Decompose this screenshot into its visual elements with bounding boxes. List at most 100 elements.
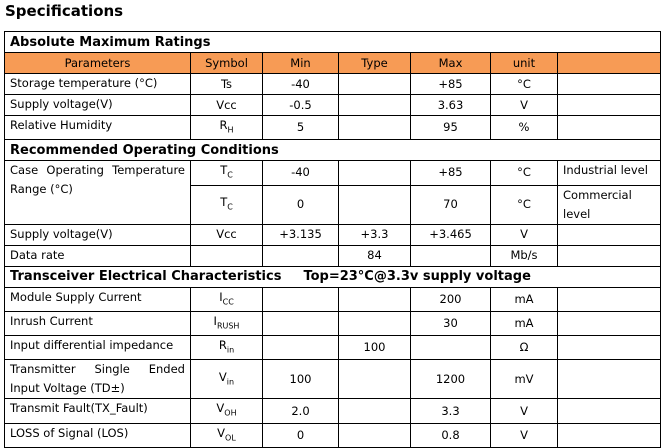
min-text: 0 (296, 197, 305, 212)
min-cell: -40 (262, 73, 339, 95)
unit-text: % (518, 120, 530, 135)
unit-cell: °C (490, 73, 558, 95)
section-title-text: Absolute Maximum Ratings (10, 34, 211, 50)
unit-text: V (520, 227, 528, 242)
symbol-main: R (218, 338, 227, 353)
symbol-cell (190, 244, 263, 267)
data-row: TC 0 70 °C Commercial level (5, 184, 661, 225)
symbol-cell: VOL (190, 422, 263, 448)
symbol-cell: RH (190, 114, 263, 141)
column-header: unit (490, 52, 558, 74)
column-header-text: Min (290, 55, 311, 70)
section-condition: Top=23°C@3.3v supply voltage (303, 269, 531, 285)
type-cell: +3.3 (338, 223, 411, 246)
min-text: 5 (296, 120, 305, 135)
parameter-cell: LOSS of Signal (LOS) (4, 422, 191, 448)
max-cell: 1200 (410, 359, 491, 400)
unit-text: mV (514, 371, 534, 386)
data-row: Storage temperature (°C) Ts -40 +85 °C (4, 73, 661, 95)
symbol-main: V (218, 369, 227, 384)
min-text: -0.5 (289, 97, 312, 112)
parameter-cell: Transmitter Single Ended Input Voltage (… (4, 359, 191, 400)
parameter-cell: Case Operating Temperature Range (°C) (4, 160, 191, 225)
section-row: Recommended Operating Conditions (4, 139, 661, 162)
note-cell (557, 286, 661, 312)
min-cell: +3.135 (262, 223, 339, 246)
note-cell (557, 114, 661, 141)
parameter-cell: Module Supply Current (4, 286, 191, 312)
unit-cell: °C (490, 184, 558, 225)
data-row: Supply voltage(V) Vcc +3.135 +3.3 +3.465 V (4, 223, 661, 246)
min-text: 0 (296, 427, 305, 442)
unit-cell: mA (490, 310, 558, 337)
parameter-cell: Storage temperature (°C) (4, 73, 191, 95)
column-header: Min (262, 52, 339, 74)
data-row: Relative Humidity RH 5 95% (4, 114, 661, 141)
data-row: LOSS of Signal (LOS) VOL 0 0.8 V (4, 422, 661, 448)
symbol-main: R (219, 118, 228, 132)
max-cell (410, 244, 491, 267)
symbol-cell: ICC (190, 286, 263, 312)
max-cell: 200 (410, 286, 491, 312)
type-cell (338, 114, 411, 141)
header-row: Parameters Symbol Min Type Max unit (4, 52, 661, 74)
note-cell (557, 94, 661, 116)
symbol-sub: RUSH (216, 321, 240, 331)
data-row: Module Supply Current ICC 200 mA (4, 286, 661, 312)
note-text: Industrial level (563, 163, 648, 178)
section-row: Absolute Maximum Ratings (4, 31, 661, 53)
unit-text: Mb/s (510, 248, 538, 263)
min-text: +3.135 (279, 227, 322, 242)
type-cell (338, 398, 411, 424)
unit-text: V (520, 427, 528, 442)
symbol-sub: H (227, 125, 234, 135)
parameter-text: Supply voltage(V) (10, 226, 113, 241)
column-header-text: Type (361, 55, 388, 70)
min-text: -40 (291, 76, 310, 91)
parameter-text: Storage temperature (°C) (10, 76, 158, 90)
column-header-text: Max (438, 55, 463, 70)
note-cell (557, 310, 661, 337)
min-cell: 5 (262, 114, 339, 141)
min-cell (262, 286, 339, 312)
unit-cell: % (490, 114, 558, 141)
note-cell: Commercial level (557, 184, 661, 225)
data-row: Supply voltage(V) Vcc -0.5 3.63 V (4, 94, 661, 116)
column-header: Type (338, 52, 411, 74)
max-text: 30 (443, 316, 458, 331)
column-header: Symbol (190, 52, 263, 74)
column-header: Max (410, 52, 491, 74)
max-cell: 95 (410, 114, 491, 141)
note-cell (557, 335, 661, 361)
unit-text: Ω (519, 340, 529, 355)
note-cell: Industrial level (557, 160, 661, 186)
parameter-cell: Transmit Fault(TX_Fault) (4, 398, 191, 424)
unit-cell: mA (490, 286, 558, 312)
symbol-cell: Vcc (190, 223, 263, 246)
max-cell: 3.3 (410, 398, 491, 424)
min-cell (262, 310, 339, 337)
parameter-text: Input differential impedance (10, 338, 174, 353)
symbol-cell: VOH (190, 398, 263, 424)
symbol-cell: IRUSH (190, 310, 263, 337)
min-cell (262, 244, 339, 267)
note-cell (557, 223, 661, 246)
max-text: 70 (443, 197, 458, 212)
note-cell (557, 73, 661, 95)
max-cell: +85 (410, 73, 491, 95)
max-text: 95 (443, 120, 458, 135)
unit-cell: °C (490, 160, 558, 186)
symbol-sub: OL (225, 433, 236, 443)
parameter-text: Transmitter Single Ended Input Voltage (… (10, 362, 185, 396)
unit-text: mA (514, 316, 534, 331)
unit-cell: V (490, 94, 558, 116)
note-cell (557, 244, 661, 267)
unit-text: V (520, 97, 528, 112)
symbol-text: Vcc (216, 227, 237, 242)
section-title-text: Transceiver Electrical Characteristics (10, 269, 282, 285)
parameter-text: Data rate (10, 247, 65, 262)
type-cell (338, 94, 411, 116)
symbol-cell: Vin (190, 359, 263, 400)
min-text: -40 (291, 165, 310, 180)
data-row: Data rate 84 Mb/s (4, 244, 661, 267)
